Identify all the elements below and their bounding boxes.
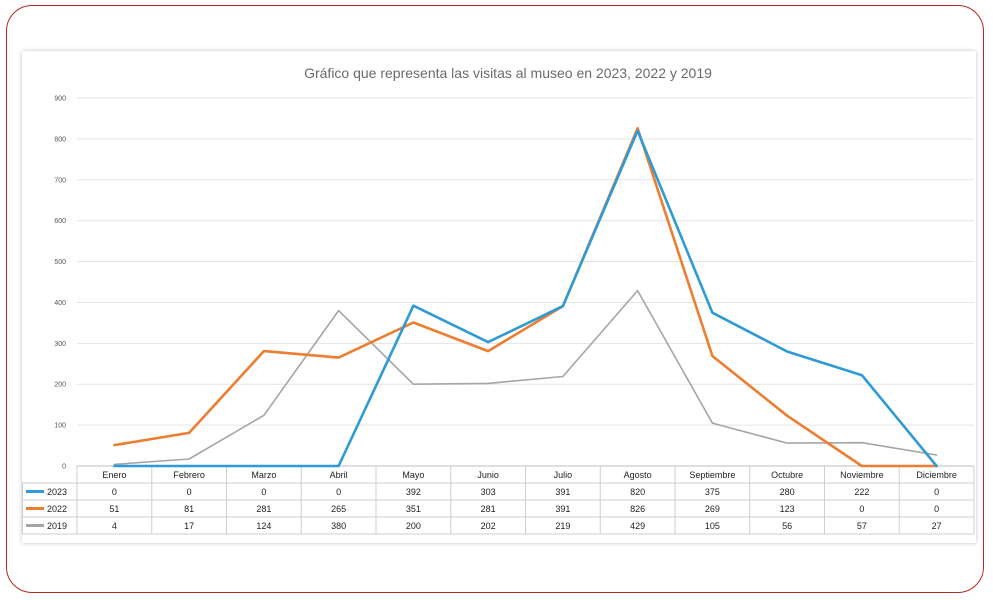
category-label: Octubre xyxy=(771,470,803,480)
y-tick-label: 0 xyxy=(62,464,66,471)
series-line-2022 xyxy=(113,127,938,468)
y-tick-label: 200 xyxy=(54,382,66,389)
data-cell: 51 xyxy=(109,504,119,514)
legend-label: 2023 xyxy=(47,487,67,497)
data-cell: 0 xyxy=(934,504,939,514)
chart-title: Gráfico que representa las visitas al mu… xyxy=(304,65,712,81)
category-label: Agosto xyxy=(624,470,652,480)
chart-panel: Gráfico que representa las visitas al mu… xyxy=(22,51,976,543)
data-cell: 826 xyxy=(630,504,645,514)
y-tick-label: 100 xyxy=(54,423,66,430)
category-label: Abril xyxy=(330,470,348,480)
data-cell: 391 xyxy=(555,504,570,514)
data-cell: 281 xyxy=(256,504,271,514)
category-label: Diciembre xyxy=(916,470,957,480)
data-cell: 4 xyxy=(112,521,117,531)
y-tick-label: 700 xyxy=(54,177,66,184)
y-tick-label: 900 xyxy=(54,96,66,103)
data-cell: 0 xyxy=(261,487,266,497)
series-lines xyxy=(113,127,938,468)
data-cell: 351 xyxy=(406,504,421,514)
data-cell: 123 xyxy=(780,504,795,514)
data-cell: 303 xyxy=(481,487,496,497)
data-cell: 281 xyxy=(481,504,496,514)
y-tick-label: 300 xyxy=(54,341,66,348)
category-label: Marzo xyxy=(251,470,276,480)
y-tick-label: 500 xyxy=(54,259,66,266)
data-cell: 105 xyxy=(705,521,720,531)
rounded-frame xyxy=(6,5,984,593)
data-table: Enero Febrero Marzo Abril Mayo Junio Julio Agos… xyxy=(22,465,975,535)
series-line-2023 xyxy=(113,129,938,468)
legend-label: 2022 xyxy=(47,504,67,514)
category-label: Mayo xyxy=(402,470,424,480)
data-cell: 200 xyxy=(406,521,421,531)
data-cell: 57 xyxy=(857,521,867,531)
data-cell: 202 xyxy=(481,521,496,531)
category-label: Junio xyxy=(477,470,499,480)
data-cell: 429 xyxy=(630,521,645,531)
data-cell: 392 xyxy=(406,487,421,497)
category-label: Enero xyxy=(102,470,126,480)
data-cell: 219 xyxy=(555,521,570,531)
data-cell: 0 xyxy=(187,487,192,497)
data-cell: 27 xyxy=(932,521,942,531)
y-tick-label: 800 xyxy=(54,136,66,143)
legend-label: 2019 xyxy=(47,521,67,531)
grid-lines xyxy=(77,97,974,467)
data-cell: 0 xyxy=(859,504,864,514)
category-label: Noviembre xyxy=(840,470,884,480)
data-cell: 124 xyxy=(256,521,271,531)
data-cell: 820 xyxy=(630,487,645,497)
category-label: Julio xyxy=(554,470,573,480)
line-chart: Gráfico que representa las visitas al mu… xyxy=(22,65,975,535)
y-tick-label: 600 xyxy=(54,218,66,225)
data-cell: 269 xyxy=(705,504,720,514)
data-cell: 265 xyxy=(331,504,346,514)
data-cell: 280 xyxy=(780,487,795,497)
data-cell: 380 xyxy=(331,521,346,531)
category-label: Febrero xyxy=(173,470,205,480)
data-cell: 81 xyxy=(184,504,194,514)
data-cell: 222 xyxy=(854,487,869,497)
y-axis: 0 100 200 300 400 500 600 700 800 900 xyxy=(54,96,66,471)
series-line-2019 xyxy=(113,289,938,466)
data-cell: 0 xyxy=(336,487,341,497)
data-cell: 17 xyxy=(184,521,194,531)
y-tick-label: 400 xyxy=(54,300,66,307)
data-cell: 375 xyxy=(705,487,720,497)
data-cell: 0 xyxy=(112,487,117,497)
data-cell: 391 xyxy=(555,487,570,497)
data-cell: 0 xyxy=(934,487,939,497)
data-cell: 56 xyxy=(782,521,792,531)
category-label: Septiembre xyxy=(689,470,735,480)
